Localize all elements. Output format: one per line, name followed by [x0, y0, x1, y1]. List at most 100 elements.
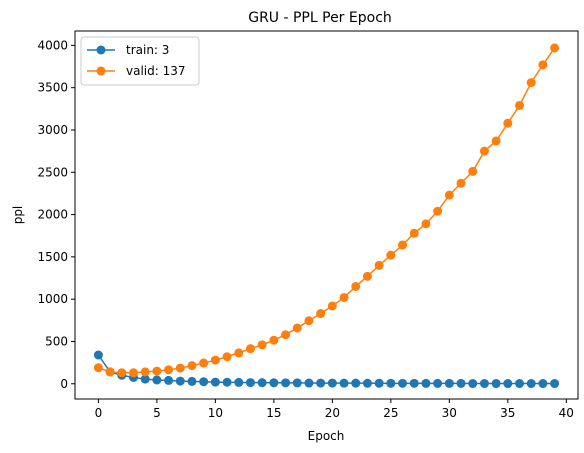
x-axis: 0 5 10 15 20 25 30 35 40	[95, 399, 574, 420]
data-point	[339, 378, 349, 388]
legend-label-valid: valid: 137	[126, 64, 186, 78]
data-point	[222, 377, 232, 387]
data-point	[515, 379, 525, 389]
x-tick-label: 35	[500, 406, 515, 420]
legend-box	[80, 36, 200, 86]
data-point	[362, 378, 372, 388]
data-point	[362, 271, 372, 281]
chart-title: GRU - PPL Per Epoch	[248, 10, 392, 26]
data-point	[210, 355, 220, 365]
data-point	[526, 379, 536, 389]
data-point	[257, 378, 267, 388]
data-point	[515, 100, 525, 110]
data-point	[140, 374, 150, 384]
y-tick-label: 1000	[37, 292, 68, 306]
data-point	[374, 260, 384, 270]
legend-marker-train	[96, 45, 106, 55]
data-point	[164, 375, 174, 385]
series-line-0	[97, 354, 555, 385]
data-point	[386, 378, 396, 388]
x-tick-label: 5	[153, 406, 161, 420]
data-point	[421, 378, 431, 388]
data-point	[245, 344, 255, 354]
data-point	[316, 309, 326, 319]
data-point	[479, 379, 489, 389]
data-point	[409, 228, 419, 238]
series-line-1	[98, 47, 556, 374]
data-point	[409, 378, 419, 388]
data-point	[351, 378, 361, 388]
data-point	[199, 358, 209, 368]
data-point	[538, 379, 548, 389]
data-point	[93, 350, 103, 360]
data-point	[245, 378, 255, 388]
data-point	[503, 118, 513, 128]
data-point	[526, 78, 536, 88]
data-point	[491, 136, 501, 146]
y-tick-label: 2500	[37, 165, 68, 179]
data-point	[304, 378, 314, 388]
data-point	[187, 376, 197, 386]
data-point	[479, 146, 489, 156]
data-point	[199, 377, 209, 387]
data-point	[433, 206, 443, 216]
data-point	[456, 178, 466, 188]
x-tick-label: 40	[559, 406, 574, 420]
y-tick-label: 0	[60, 377, 68, 391]
data-point	[327, 301, 337, 311]
data-point	[316, 378, 326, 388]
data-point	[550, 379, 560, 389]
data-point	[292, 378, 302, 388]
data-point	[327, 378, 337, 388]
data-point	[152, 366, 162, 376]
y-axis-label: ppl	[11, 206, 25, 225]
data-point	[152, 375, 162, 385]
y-tick-label: 3000	[37, 123, 68, 137]
legend: train: 3 valid: 137	[80, 36, 200, 86]
data-point	[304, 316, 314, 326]
x-tick-label: 15	[266, 406, 281, 420]
series-1	[93, 43, 560, 378]
y-tick-label: 2000	[37, 208, 68, 222]
x-tick-label: 10	[208, 406, 223, 420]
legend-marker-valid	[96, 66, 106, 76]
x-tick-label: 20	[325, 406, 340, 420]
data-point	[292, 323, 302, 333]
legend-label-train: train: 3	[126, 43, 169, 57]
data-point	[175, 376, 185, 386]
data-point	[257, 340, 267, 350]
data-point	[421, 219, 431, 229]
data-point	[444, 378, 454, 388]
y-axis: 0 500 1000 1500 2000 2500 3000 3500 4000	[37, 38, 75, 391]
data-point	[351, 281, 361, 291]
data-point	[128, 368, 138, 378]
data-point	[269, 378, 279, 388]
data-point	[503, 379, 513, 389]
y-tick-label: 1500	[37, 250, 68, 264]
x-tick-label: 0	[95, 406, 103, 420]
data-point	[538, 60, 548, 70]
data-point	[187, 361, 197, 371]
data-point	[105, 367, 115, 377]
x-axis-label: Epoch	[308, 429, 345, 443]
y-tick-label: 4000	[37, 38, 68, 52]
data-point	[281, 330, 291, 340]
data-point	[550, 43, 560, 53]
data-point	[175, 363, 185, 373]
data-point	[281, 378, 291, 388]
data-point	[117, 368, 127, 378]
data-point	[468, 379, 478, 389]
data-point	[210, 377, 220, 387]
data-point	[386, 250, 396, 260]
x-tick-label: 30	[442, 406, 457, 420]
data-point	[398, 378, 408, 388]
data-point	[269, 335, 279, 345]
data-point	[468, 166, 478, 176]
data-point	[140, 367, 150, 377]
data-point	[234, 348, 244, 358]
data-point	[398, 240, 408, 250]
data-point	[222, 352, 232, 362]
data-point	[339, 292, 349, 302]
data-point	[374, 378, 384, 388]
